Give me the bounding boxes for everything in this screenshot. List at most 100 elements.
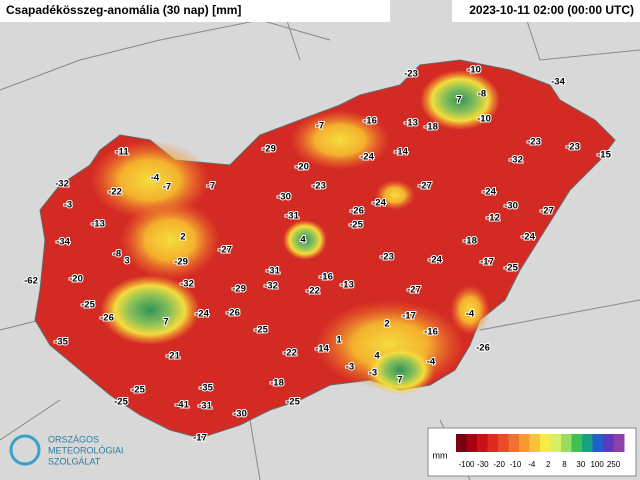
station-value: 4 <box>300 235 306 246</box>
logo: ORSZÁGOS METEOROLÓGIAI SZOLGÁLAT <box>9 434 124 466</box>
logo-text: ORSZÁGOS <box>48 434 99 444</box>
station-value: -25 <box>504 263 518 274</box>
station-value: -17 <box>480 257 494 268</box>
station-value: -23 <box>312 181 326 192</box>
station-value: -15 <box>597 150 611 161</box>
station-value: -22 <box>283 348 297 359</box>
station-value: -14 <box>315 344 329 355</box>
station-value: -11 <box>115 147 129 158</box>
station-value: -17 <box>193 433 207 444</box>
station-value: -35 <box>54 337 68 348</box>
station-value: -30 <box>277 192 291 203</box>
station-value: -32 <box>509 155 523 166</box>
station-value: -3 <box>346 362 354 373</box>
station-value: -34 <box>551 77 565 88</box>
station-value: -62 <box>24 276 38 287</box>
station-value: -32 <box>180 279 194 290</box>
legend: -100 -30 -20 -10 -4 2 8 30 100 250 <box>456 434 625 469</box>
title-box <box>0 0 390 22</box>
station-value: -24 <box>195 309 209 320</box>
legend-label: 100 <box>590 460 604 469</box>
station-value: -23 <box>380 252 394 263</box>
station-value: -16 <box>319 272 333 283</box>
station-value: -25 <box>131 385 145 396</box>
legend-label: -20 <box>493 460 505 469</box>
station-value: -8 <box>113 249 121 260</box>
logo-text: METEOROLÓGIAI <box>48 445 124 455</box>
stations: -23 -10-347-8-16 -13 -18-10-7-23-29-24 -14-3… <box>23 64 612 445</box>
station-value: 2 <box>384 319 389 330</box>
station-value: -18 <box>424 122 438 133</box>
station-value: -26 <box>476 343 490 354</box>
station-value: -27 <box>407 285 421 296</box>
station-value: -27 <box>540 206 554 217</box>
legend-swatch <box>592 434 604 452</box>
legend-label: -4 <box>528 460 536 469</box>
station-value: -30 <box>504 201 518 212</box>
station-value: -29 <box>262 144 276 155</box>
station-value: -22 <box>108 187 122 198</box>
station-value: 1 <box>336 335 342 346</box>
legend-label: -100 <box>458 460 475 469</box>
legend-label: 8 <box>562 460 567 469</box>
station-value: -23 <box>527 137 541 148</box>
station-value: -29 <box>174 257 188 268</box>
station-value: -30 <box>233 409 247 420</box>
station-value: -20 <box>295 162 309 173</box>
station-value: -26 <box>350 206 364 217</box>
legend-label: 250 <box>607 460 621 469</box>
legend-swatch <box>487 434 499 452</box>
station-value: -23 <box>404 69 418 80</box>
legend-swatch <box>582 434 593 452</box>
legend-swatch <box>529 434 541 452</box>
legend-swatch <box>550 434 562 452</box>
timestamp: 2023-10-11 02:00 (00:00 UTC) <box>469 3 634 17</box>
legend-label: -30 <box>477 460 489 469</box>
legend-swatch <box>613 434 625 452</box>
station-value: -14 <box>394 147 408 158</box>
station-value: -4 <box>151 173 160 184</box>
station-value: -13 <box>91 219 105 230</box>
station-value: -17 <box>402 311 416 322</box>
logo-text: SZOLGÁLAT <box>48 456 101 466</box>
legend-swatch <box>477 434 488 452</box>
station-value: -26 <box>100 313 114 324</box>
station-value: -27 <box>418 181 432 192</box>
station-value: -31 <box>266 266 280 277</box>
legend-label: -10 <box>510 460 522 469</box>
station-value: -7 <box>207 181 215 192</box>
legend-swatch <box>561 434 572 452</box>
station-value: -35 <box>199 383 213 394</box>
station-value: -3 <box>369 368 377 379</box>
station-value: -4 <box>427 357 436 368</box>
station-value: -24 <box>521 232 535 243</box>
station-value: -21 <box>166 351 180 362</box>
station-value: -20 <box>69 274 83 285</box>
station-value: -25 <box>254 325 268 336</box>
legend-swatch <box>603 434 614 452</box>
legend-swatch <box>519 434 530 452</box>
station-value: -10 <box>467 65 481 76</box>
station-value: -16 <box>363 116 377 127</box>
station-value: 7 <box>397 375 402 386</box>
legend-swatch <box>498 434 509 452</box>
legend-swatch <box>571 434 583 452</box>
station-value: -25 <box>286 397 300 408</box>
legend-swatch <box>508 434 520 452</box>
station-value: -41 <box>175 400 189 411</box>
station-value: -18 <box>270 378 284 389</box>
station-value: -22 <box>306 286 320 297</box>
title: Csapadékösszeg-anomália (30 nap) [mm] <box>6 3 241 17</box>
station-value: -13 <box>404 118 418 129</box>
legend-label: 2 <box>546 460 551 469</box>
station-value: -13 <box>340 280 354 291</box>
station-value: -7 <box>316 121 324 132</box>
station-value: -4 <box>466 309 475 320</box>
station-value: -10 <box>477 114 491 125</box>
station-value: 4 <box>374 351 380 362</box>
station-value: -24 <box>372 198 386 209</box>
station-value: -29 <box>232 284 246 295</box>
station-value: -24 <box>428 255 442 266</box>
legend-swatch <box>466 434 478 452</box>
station-value: -31 <box>198 401 212 412</box>
